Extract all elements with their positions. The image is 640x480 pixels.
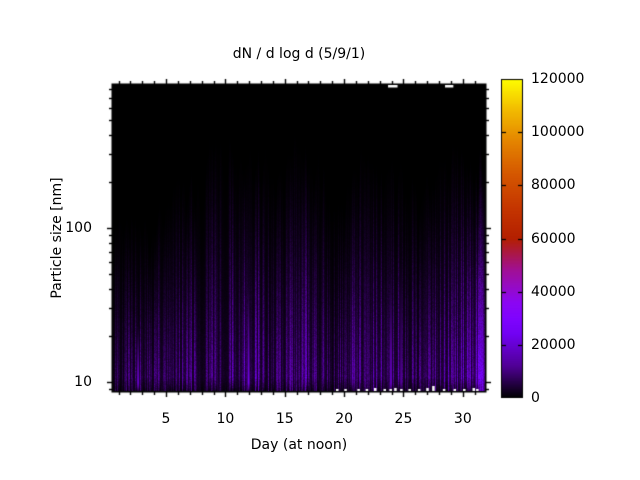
colorbar-tick-label: 100000 [531,124,585,141]
plot-title: dN / d log d (5/9/1) [232,46,366,62]
y-axis-title: Particle size [nm] [49,177,65,299]
colorbar-tick-label: 80000 [531,177,576,194]
x-axis-title: Day (at noon) [250,437,348,453]
x-tick-label: 5 [161,411,171,427]
y-tick-label: 100 [65,219,92,236]
y-tick-label: 10 [74,373,92,390]
colorbar-tick-label: 20000 [531,336,576,353]
x-tick-label: 25 [394,411,413,427]
x-tick-label: 20 [335,411,354,427]
colorbar-tick-label: 0 [531,390,540,406]
x-tick-label: 30 [453,411,472,427]
x-tick-label: 15 [275,411,294,427]
x-tick-label: 10 [216,411,235,427]
colorbar-tick-label: 60000 [531,230,576,247]
colorbar-tick-label: 120000 [531,71,585,87]
colorbar-tick-label: 40000 [531,283,576,300]
